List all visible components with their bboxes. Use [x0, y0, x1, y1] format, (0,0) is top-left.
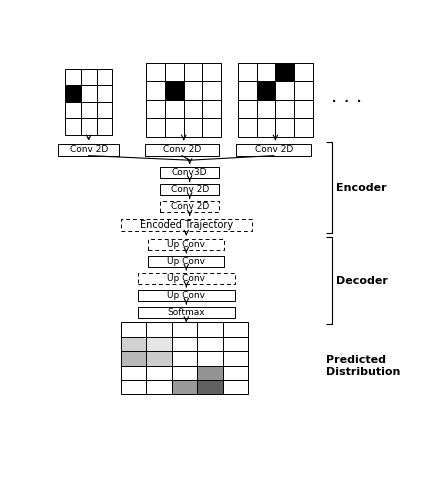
Bar: [65, 85, 81, 102]
Text: Softmax: Softmax: [167, 308, 205, 317]
Bar: [65, 102, 81, 118]
Bar: [223, 337, 248, 351]
Bar: [146, 380, 172, 394]
Bar: [238, 81, 257, 100]
Bar: [165, 100, 184, 118]
Bar: [146, 337, 172, 351]
Bar: [81, 85, 97, 102]
Bar: [238, 63, 257, 81]
Bar: [121, 218, 251, 231]
Bar: [184, 63, 202, 81]
Bar: [223, 351, 248, 366]
Bar: [146, 63, 165, 81]
Text: Up Conv: Up Conv: [167, 257, 205, 266]
Bar: [197, 337, 223, 351]
Bar: [121, 351, 146, 366]
Text: Encoder: Encoder: [336, 183, 387, 193]
Text: Decoder: Decoder: [336, 276, 389, 286]
Bar: [97, 85, 113, 102]
Bar: [58, 144, 119, 155]
Bar: [223, 366, 248, 380]
Bar: [202, 100, 221, 118]
Text: Conv 2D: Conv 2D: [70, 145, 108, 154]
Bar: [165, 63, 184, 81]
Bar: [121, 322, 146, 337]
Bar: [97, 68, 113, 85]
Bar: [294, 81, 313, 100]
Bar: [197, 366, 223, 380]
Bar: [238, 118, 257, 137]
Bar: [172, 322, 197, 337]
Bar: [172, 366, 197, 380]
Bar: [257, 63, 276, 81]
Bar: [237, 144, 311, 155]
Bar: [172, 351, 197, 366]
Bar: [160, 167, 219, 179]
Bar: [257, 81, 276, 100]
Bar: [172, 380, 197, 394]
Bar: [97, 118, 113, 135]
Bar: [184, 118, 202, 137]
Bar: [97, 102, 113, 118]
Bar: [146, 81, 165, 100]
Bar: [146, 322, 172, 337]
Bar: [223, 380, 248, 394]
Bar: [160, 201, 219, 213]
Text: Encoded Trajectory: Encoded Trajectory: [140, 220, 233, 230]
Bar: [121, 366, 146, 380]
Bar: [257, 100, 276, 118]
Bar: [276, 63, 294, 81]
Bar: [65, 68, 81, 85]
Text: Conv 2D: Conv 2D: [254, 145, 293, 154]
Bar: [146, 100, 165, 118]
Bar: [146, 351, 172, 366]
Bar: [294, 100, 313, 118]
Text: · · ·: · · ·: [331, 93, 362, 112]
Bar: [257, 118, 276, 137]
Bar: [160, 184, 219, 195]
Bar: [148, 239, 224, 250]
Bar: [146, 366, 172, 380]
Bar: [145, 144, 219, 155]
Bar: [184, 100, 202, 118]
Bar: [276, 100, 294, 118]
Bar: [294, 63, 313, 81]
Bar: [202, 118, 221, 137]
Bar: [294, 118, 313, 137]
Bar: [81, 118, 97, 135]
Text: Conv3D: Conv3D: [172, 168, 208, 177]
Bar: [138, 273, 235, 284]
Bar: [81, 102, 97, 118]
Bar: [165, 118, 184, 137]
Bar: [202, 63, 221, 81]
Text: Up Conv: Up Conv: [167, 274, 205, 283]
Bar: [197, 351, 223, 366]
Text: Conv 2D: Conv 2D: [170, 185, 209, 194]
Bar: [223, 322, 248, 337]
Bar: [138, 307, 235, 318]
Bar: [148, 256, 224, 267]
Bar: [238, 100, 257, 118]
Bar: [65, 118, 81, 135]
Bar: [81, 68, 97, 85]
Bar: [197, 322, 223, 337]
Bar: [121, 337, 146, 351]
Text: Up Conv: Up Conv: [167, 240, 205, 249]
Text: Conv 2D: Conv 2D: [163, 145, 201, 154]
Bar: [138, 290, 235, 301]
Bar: [146, 118, 165, 137]
Bar: [276, 118, 294, 137]
Bar: [184, 81, 202, 100]
Text: Predicted
Distribution: Predicted Distribution: [326, 355, 401, 377]
Bar: [172, 337, 197, 351]
Bar: [202, 81, 221, 100]
Bar: [121, 380, 146, 394]
Bar: [276, 81, 294, 100]
Text: Conv 2D: Conv 2D: [170, 202, 209, 211]
Text: Up Conv: Up Conv: [167, 291, 205, 300]
Bar: [197, 380, 223, 394]
Bar: [165, 81, 184, 100]
